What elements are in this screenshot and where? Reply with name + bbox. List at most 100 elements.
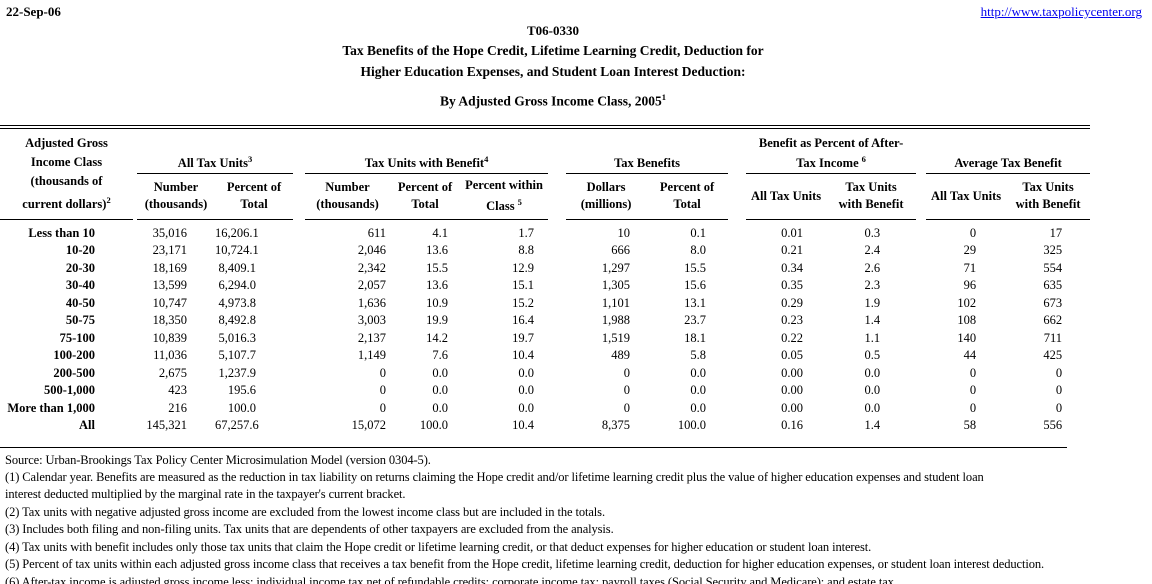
group-header-average-tax-benefit: Average Tax Benefit bbox=[926, 126, 1091, 174]
cell: 1,297 bbox=[601, 260, 631, 275]
cell: 13,599 bbox=[152, 278, 187, 293]
cell: 0 bbox=[969, 400, 977, 415]
cell: 10.4 bbox=[512, 418, 535, 433]
cell: 145,321 bbox=[146, 418, 187, 433]
cell: 1,237.9 bbox=[218, 365, 257, 380]
cell: 71 bbox=[963, 260, 977, 275]
group-header-all-tax-units: All Tax Units3 bbox=[137, 126, 294, 174]
cell: 29 bbox=[963, 243, 977, 258]
cell: 10 bbox=[617, 225, 631, 240]
cell: 19.9 bbox=[426, 313, 449, 328]
table-row: 500-1,000 423 195.6 0 0.0 0.0 0 0.0 0.00 0.0 0 0 bbox=[0, 382, 1090, 400]
taxpolicycenter-link[interactable]: http://www.taxpolicycenter.org bbox=[980, 4, 1142, 19]
cell: 0 bbox=[1055, 383, 1063, 398]
cell: 0.5 bbox=[864, 348, 881, 363]
cell: 662 bbox=[1043, 313, 1063, 328]
cell: 0.0 bbox=[864, 383, 881, 398]
cell: 216 bbox=[168, 400, 187, 415]
column-header-tb-percent-of-total: Percent of Total bbox=[646, 173, 729, 220]
cell: 711 bbox=[1043, 330, 1063, 345]
cell: 12.9 bbox=[512, 260, 535, 275]
cell: 0 bbox=[1055, 400, 1063, 415]
cell: 13.6 bbox=[426, 278, 449, 293]
cell: 2,137 bbox=[357, 330, 387, 345]
row-label: Less than 10 bbox=[28, 225, 95, 240]
cell: 1,636 bbox=[357, 295, 387, 310]
title-line-1: Tax Benefits of the Hope Credit, Lifetim… bbox=[342, 43, 764, 58]
cell: 0.00 bbox=[781, 383, 804, 398]
sub-header-row: Number (thousands) Percent of Total Number… bbox=[0, 173, 1091, 220]
cell: 2,342 bbox=[357, 260, 387, 275]
cell: 23,171 bbox=[152, 243, 187, 258]
cell: 0.0 bbox=[864, 400, 881, 415]
date-label: 22-Sep-06 bbox=[6, 4, 61, 19]
tax-benefits-table: Adjusted Gross Income Class (thousands o… bbox=[0, 124, 1091, 435]
cell: 0.34 bbox=[781, 260, 804, 275]
column-header-percent-within-class: Percent within Class 5 bbox=[460, 173, 549, 220]
row-label: 40-50 bbox=[65, 295, 95, 310]
cell: 0.0 bbox=[690, 383, 707, 398]
cell: 3,003 bbox=[357, 313, 387, 328]
cell: 666 bbox=[611, 243, 631, 258]
footnote-3: (3) Includes both filing and non-filing … bbox=[5, 522, 614, 537]
cell: 0.0 bbox=[690, 365, 707, 380]
column-gap bbox=[728, 127, 746, 220]
cell: 19.7 bbox=[512, 330, 535, 345]
cell: 0.00 bbox=[781, 400, 804, 415]
cell: 2,046 bbox=[357, 243, 387, 258]
table-row: 40-50 10,747 4,973.8 1,636 10.9 15.2 1,101 13.1… bbox=[0, 295, 1090, 313]
row-label: More than 1,000 bbox=[7, 400, 95, 415]
cell: 13.1 bbox=[684, 295, 707, 310]
cell: 0 bbox=[623, 383, 631, 398]
cell: 325 bbox=[1043, 243, 1063, 258]
cell: 10.4 bbox=[512, 348, 535, 363]
table-row: 30-40 13,599 6,294.0 2,057 13.6 15.1 1,305 15.6… bbox=[0, 277, 1090, 295]
cell: 15.2 bbox=[512, 295, 535, 310]
group-header-tax-units-with-benefit: Tax Units with Benefit4 bbox=[305, 126, 549, 174]
cell: 6,294.0 bbox=[218, 278, 257, 293]
row-label: 200-500 bbox=[53, 365, 95, 380]
table-row: Less than 10 35,016 16,206.1 611 4.1 1.7 10 0.1… bbox=[0, 219, 1090, 242]
column-header-twb-number: Number (thousands) bbox=[305, 173, 391, 220]
cell: 635 bbox=[1043, 278, 1063, 293]
cell: 18,350 bbox=[152, 313, 187, 328]
cell: 100.0 bbox=[419, 418, 449, 433]
cell: 8,492.8 bbox=[218, 313, 257, 328]
cell: 0.0 bbox=[518, 400, 535, 415]
table-row-total: All 145,321 67,257.6 15,072 100.0 10.4 8,375 10… bbox=[0, 417, 1090, 435]
footnote-2: (2) Tax units with negative adjusted gro… bbox=[5, 504, 605, 519]
cell: 2,675 bbox=[158, 365, 187, 380]
cell: 0.22 bbox=[781, 330, 804, 345]
cell: 0 bbox=[379, 365, 387, 380]
cell: 0.29 bbox=[781, 295, 804, 310]
cell: 195.6 bbox=[227, 383, 257, 398]
cell: 100.0 bbox=[677, 418, 707, 433]
cell: 10,724.1 bbox=[215, 243, 259, 258]
cell: 18.1 bbox=[684, 330, 707, 345]
cell: 0 bbox=[1055, 365, 1063, 380]
row-label: 50-75 bbox=[65, 313, 95, 328]
column-header-dollars-millions: Dollars (millions) bbox=[566, 173, 647, 220]
cell: 1,519 bbox=[601, 330, 631, 345]
group-header-benefit-pct-after-tax-income: Benefit as Percent of After- Tax Income 6 bbox=[746, 126, 917, 174]
cell: 0.16 bbox=[781, 418, 804, 433]
cell: 425 bbox=[1043, 348, 1063, 363]
column-header-agi-class: Adjusted Gross Income Class (thousands o… bbox=[0, 126, 133, 220]
cell: 1.4 bbox=[864, 313, 881, 328]
column-header-avg-all-tax-units: All Tax Units bbox=[926, 173, 1007, 220]
cell: 0.0 bbox=[864, 365, 881, 380]
cell: 4.1 bbox=[432, 225, 449, 240]
column-header-bpati-all-tax-units: All Tax Units bbox=[746, 173, 827, 220]
row-label: All bbox=[79, 418, 95, 433]
cell: 140 bbox=[957, 330, 977, 345]
row-label: 30-40 bbox=[65, 278, 95, 293]
cell: 102 bbox=[957, 295, 977, 310]
group-header-tax-benefits: Tax Benefits bbox=[566, 126, 729, 174]
cell: 0 bbox=[623, 365, 631, 380]
cell: 0.0 bbox=[518, 365, 535, 380]
cell: 0.00 bbox=[781, 365, 804, 380]
footnote-5: (5) Percent of tax units within each adj… bbox=[5, 557, 1045, 572]
cell: 8,409.1 bbox=[218, 260, 257, 275]
doc-id: T06-0330 bbox=[527, 23, 579, 38]
cell: 15.1 bbox=[512, 278, 535, 293]
